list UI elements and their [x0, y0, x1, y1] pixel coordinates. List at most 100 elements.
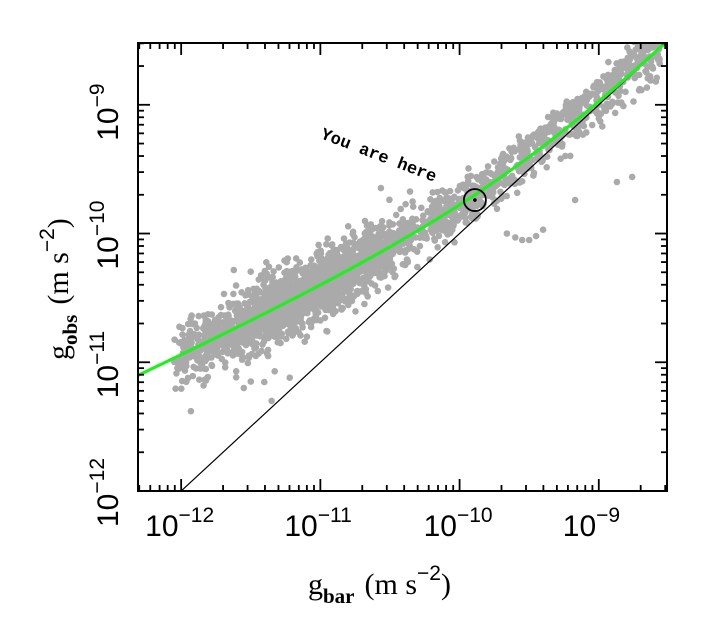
- data-point: [343, 284, 351, 292]
- x-tick-exp: −9: [596, 504, 620, 527]
- data-point: [267, 283, 274, 291]
- data-point: [244, 359, 252, 367]
- svg-text:gbar(m s−2): gbar (m s−2): [308, 562, 451, 608]
- data-point: [634, 56, 641, 63]
- data-point: [653, 74, 661, 82]
- y-tick-base: 10: [92, 236, 125, 269]
- data-point: [283, 303, 290, 311]
- data-point: [311, 274, 319, 281]
- x-tick-exp: −11: [318, 504, 352, 527]
- data-point: [651, 33, 658, 40]
- data-point: [384, 284, 392, 291]
- data-point: [515, 133, 523, 140]
- data-point: [314, 294, 322, 301]
- data-point: [229, 336, 237, 344]
- data-point: [191, 330, 198, 338]
- data-point: [465, 165, 472, 172]
- data-point: [562, 152, 569, 160]
- data-point: [200, 312, 208, 319]
- data-point: [416, 242, 424, 250]
- outlier-point: [518, 236, 526, 244]
- axis-ticks: [138, 42, 667, 492]
- outlier-point: [503, 230, 511, 237]
- data-point: [237, 333, 244, 340]
- data-point: [350, 245, 357, 253]
- data-point: [218, 319, 226, 327]
- x-tick-label: 10−11: [284, 504, 351, 543]
- data-point: [390, 229, 397, 237]
- data-point: [283, 335, 290, 343]
- data-point: [284, 328, 292, 336]
- data-point: [220, 343, 227, 350]
- data-point: [223, 317, 231, 324]
- data-point: [261, 267, 269, 275]
- data-point: [369, 264, 377, 272]
- outlier-point: [613, 178, 621, 186]
- data-point: [254, 325, 261, 332]
- data-point: [507, 174, 515, 181]
- data-point: [377, 225, 385, 232]
- data-point: [545, 128, 552, 136]
- data-point: [511, 180, 518, 188]
- data-point: [193, 324, 200, 332]
- data-point: [567, 152, 574, 160]
- y-tick-base: 10: [92, 107, 125, 140]
- data-point: [647, 77, 654, 84]
- data-point: [545, 146, 552, 153]
- unity-line: [181, 44, 666, 490]
- data-point: [214, 343, 221, 351]
- data-point: [451, 239, 458, 246]
- data-point: [652, 28, 659, 35]
- y-tick-label-group: 10−11: [86, 331, 125, 398]
- data-point: [249, 337, 256, 345]
- y-tick-label-group: 10−9: [86, 83, 125, 140]
- data-point: [354, 287, 361, 295]
- data-point: [321, 263, 328, 270]
- data-point: [293, 303, 301, 311]
- plot-frame: [137, 42, 668, 492]
- data-point: [280, 286, 288, 294]
- scatter-points: [170, 28, 663, 415]
- data-point: [538, 158, 545, 166]
- data-point: [338, 306, 345, 313]
- outlier-point: [286, 374, 294, 382]
- lines: [139, 44, 666, 490]
- data-point: [234, 327, 242, 335]
- y-tick-label: 10−11: [86, 331, 125, 398]
- data-point: [195, 312, 202, 320]
- data-point: [196, 376, 203, 384]
- data-point: [202, 365, 210, 373]
- data-point: [260, 338, 268, 345]
- y-tick-exp: −12: [86, 458, 109, 494]
- data-point: [241, 300, 248, 307]
- data-point: [581, 93, 588, 100]
- data-point: [301, 338, 309, 346]
- data-point: [522, 148, 529, 155]
- you-are-here-label: You are here: [318, 126, 439, 188]
- data-point: [572, 103, 579, 110]
- data-point: [250, 320, 258, 327]
- data-point: [406, 188, 414, 195]
- data-point: [620, 58, 628, 65]
- data-point: [386, 255, 394, 262]
- data-point: [247, 268, 254, 276]
- data-point: [553, 110, 561, 117]
- y-tick-exp: −10: [86, 201, 109, 237]
- data-point: [321, 314, 329, 322]
- outlier-point: [247, 378, 255, 385]
- data-point: [361, 300, 368, 308]
- data-point: [270, 268, 277, 275]
- data-point: [178, 385, 185, 393]
- data-point: [172, 385, 179, 393]
- data-point: [408, 224, 416, 232]
- data-point: [173, 370, 180, 377]
- data-point: [289, 281, 296, 289]
- data-point: [596, 79, 603, 86]
- data-point: [242, 335, 250, 342]
- data-point: [392, 272, 399, 280]
- data-point: [430, 201, 437, 208]
- data-point: [389, 236, 397, 244]
- data-point: [262, 288, 270, 296]
- data-point: [444, 200, 452, 208]
- data-point: [482, 169, 490, 176]
